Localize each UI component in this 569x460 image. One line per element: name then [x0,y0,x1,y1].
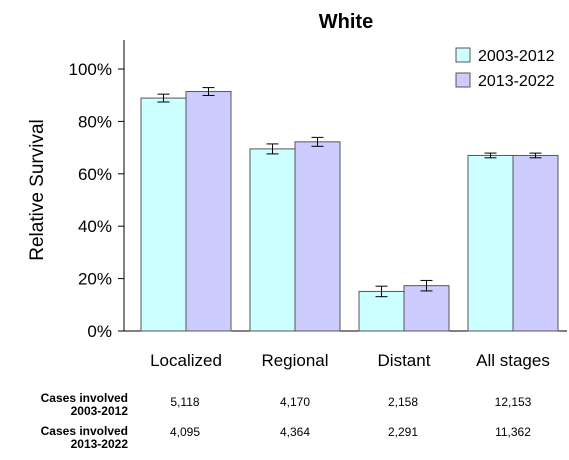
bar-2013-2022-Localized [185,91,232,332]
bar-2013-2022-All stages [512,154,559,332]
legend-label: 2003-2012 [478,48,555,65]
bar-2003-2012-Localized [140,97,187,332]
y-tick-label: 40% [78,217,112,236]
y-tick-label: 20% [78,270,112,289]
cases-value: 4,095 [169,425,201,439]
cases-value: 2,291 [387,425,419,439]
cases-value: 4,170 [279,395,311,409]
bar-2013-2022-Distant [403,285,450,332]
bar-2003-2012-Distant [358,290,405,332]
legend-label: 2013-2022 [478,73,555,90]
cases-value: 12,153 [494,395,532,409]
bar-2003-2012-Regional [249,148,296,332]
cases-value: 11,362 [495,425,531,439]
y-axis-label: Relative Survival [27,119,48,261]
x-tick-labels: Localized Regional Distant All stages [150,351,550,370]
cases-value: 2,158 [387,395,419,409]
x-tick-label: Localized [150,351,222,370]
y-tick-label: 60% [78,165,112,184]
bar-2003-2012-All stages [467,154,514,332]
y-tick-label: 80% [78,112,112,131]
chart-title: White [319,11,373,33]
x-tick-label: Distant [378,351,431,370]
legend: 2003-2012 2013-2022 [455,47,555,90]
cases-label-line1: Cases involved [40,391,128,405]
legend-swatch [455,47,471,63]
cases-value: 5,118 [170,395,200,409]
legend-swatch [455,72,471,88]
bar-2013-2022-Regional [294,141,341,332]
y-tick-label: 0% [87,322,112,341]
x-tick-label: Regional [261,351,328,370]
cases-label-line1: Cases involved [40,424,128,438]
x-tick-label: All stages [476,351,550,370]
cases-value: 4,364 [279,425,311,439]
cases-label-line2: 2013-2022 [70,437,128,451]
bars [140,91,559,332]
cases-label-2003-2012: Cases involved 2003-2012 [18,392,128,418]
error-bars [157,87,542,298]
cases-label-2013-2022: Cases involved 2013-2022 [18,425,128,451]
cases-label-line2: 2003-2012 [70,404,128,418]
y-tick-label: 100% [69,60,112,79]
